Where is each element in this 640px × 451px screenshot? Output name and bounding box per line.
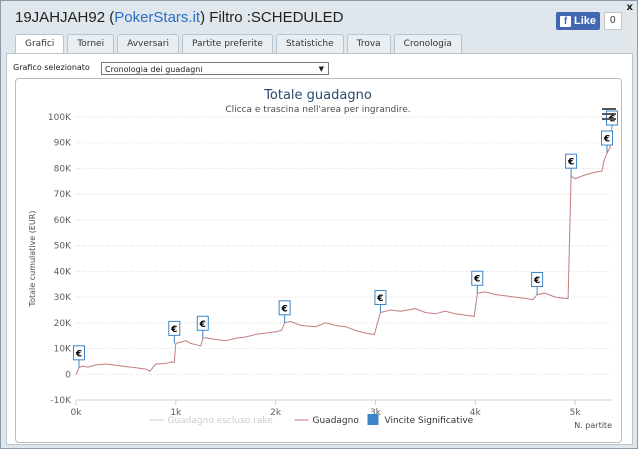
tab-tornei[interactable]: Tornei — [67, 34, 115, 53]
flag-marker — [374, 290, 387, 306]
flag-marker — [168, 320, 181, 336]
legend-item: Guadagno escluso rake — [168, 416, 274, 426]
tab-grafici[interactable]: Grafici — [15, 34, 65, 54]
like-label: Like — [574, 15, 597, 27]
chart-selector[interactable]: Cronologia dei guadagni ▼ — [101, 62, 329, 75]
y-tick-label: 40K — [54, 267, 72, 277]
flag-marker — [601, 130, 614, 146]
tab-bar: Grafici Tornei Avversari Partite preferi… — [15, 34, 462, 54]
like-count: 0 — [604, 12, 622, 30]
chart-title: Totale guadagno — [263, 88, 372, 103]
dropdown-arrow-icon: ▼ — [318, 65, 324, 73]
close-icon[interactable]: x — [626, 2, 633, 13]
flag-label: € — [533, 276, 540, 286]
title-filter: ) Filtro :SCHEDULED — [200, 9, 344, 26]
series-line-guadagno — [75, 127, 613, 375]
y-tick-label: 10K — [54, 345, 72, 355]
site-link[interactable]: PokerStars.it — [114, 9, 201, 26]
title-player: 19JAHJAH92 ( — [15, 9, 115, 26]
y-tick-label: 20K — [54, 319, 72, 329]
chart-container: Totale guadagno Clicca e trascina nell'ar… — [15, 78, 622, 443]
tab-cronologia[interactable]: Cronologia — [393, 34, 462, 53]
x-tick-label: 2k — [270, 408, 282, 418]
menu-icon[interactable] — [602, 108, 616, 123]
facebook-like-button[interactable]: f Like — [556, 12, 601, 30]
y-tick-label: 30K — [54, 293, 72, 303]
y-tick-label: -10K — [50, 396, 72, 406]
tab-statistiche[interactable]: Statistiche — [275, 34, 344, 53]
tab-trova[interactable]: Trova — [346, 34, 391, 53]
x-tick-label: 0k — [71, 408, 83, 418]
legend-item: Vincite Significative — [385, 416, 474, 426]
x-tick-label: 1k — [170, 408, 182, 418]
flag-marker — [531, 272, 544, 288]
window-title: 19JAHJAH92 (PokerStars.it) Filtro :SCHED… — [15, 9, 343, 26]
flag-marker — [565, 153, 578, 169]
y-tick-label: 0 — [65, 370, 71, 380]
y-tick-label: 90K — [54, 139, 72, 149]
flag-label: € — [170, 325, 177, 335]
flag-label: € — [280, 304, 287, 314]
chart-subtitle: Clicca e trascina nell'area per ingrandi… — [225, 105, 410, 115]
flag-label: € — [603, 135, 610, 145]
chart-selector-label: Grafico selezionato — [13, 63, 90, 72]
y-tick-label: 60K — [54, 216, 72, 226]
flag-label: € — [473, 275, 480, 285]
legend-item: Guadagno — [313, 416, 360, 426]
flag-label: € — [567, 158, 574, 168]
flag-label: € — [75, 349, 82, 359]
flag-marker — [278, 300, 291, 316]
x-tick-label: 5k — [570, 408, 582, 418]
tab-partite-preferite[interactable]: Partite preferite — [182, 34, 273, 53]
y-axis-label: Totale cumulative (EUR) — [28, 211, 37, 308]
y-tick-label: 50K — [54, 242, 72, 252]
chart-selector-value: Cronologia dei guadagni — [105, 65, 203, 74]
earnings-chart[interactable]: Totale guadagno Clicca e trascina nell'ar… — [16, 79, 621, 442]
facebook-icon: f — [560, 15, 571, 27]
tab-panel: Grafico selezionato Cronologia dei guada… — [6, 53, 633, 445]
flag-label: € — [376, 294, 383, 304]
x-tick-label: 3k — [370, 408, 382, 418]
flag-marker — [72, 345, 85, 361]
y-tick-label: 70K — [54, 190, 72, 200]
facebook-like-widget: f Like 0 — [556, 12, 622, 30]
legend-symbol-square — [367, 414, 379, 425]
y-tick-label: 100K — [48, 113, 72, 123]
flag-label: € — [199, 320, 206, 330]
flag-marker — [196, 315, 209, 331]
flag-marker — [471, 270, 484, 286]
x-axis-label: N. partite — [574, 421, 612, 430]
y-tick-label: 80K — [54, 164, 72, 174]
x-tick-label: 4k — [470, 408, 482, 418]
tab-avversari[interactable]: Avversari — [117, 34, 180, 53]
